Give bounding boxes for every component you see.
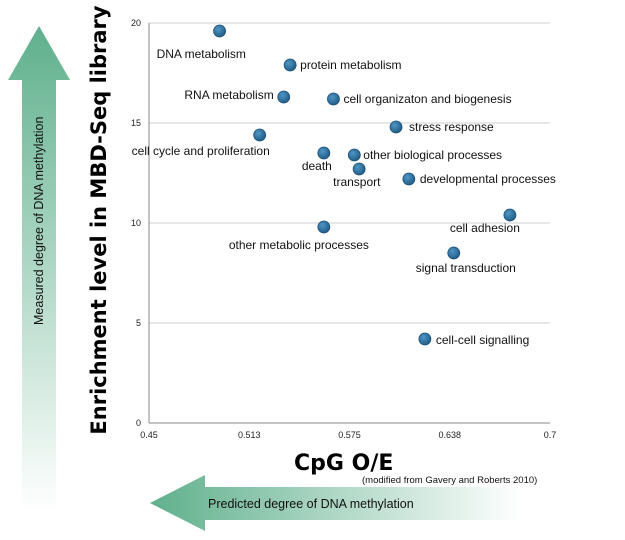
y-tick-label: 15 [131,118,141,128]
y-axis-title: Enrichment level in MBD-Seq library [87,5,111,434]
measured-methylation-arrow [8,26,70,512]
y-tick-label: 0 [136,418,141,428]
data-point [447,246,461,260]
data-point [277,90,291,104]
y-tick-label: 10 [131,218,141,228]
x-tick-label: 0.513 [238,430,261,440]
predicted-methylation-arrow [150,475,522,531]
tick-labels: 0 5 10 15 20 0.45 0.513 0.575 0.638 0.7 [131,18,556,440]
point-labels: DNA metabolism protein metabolism RNA meta… [132,47,556,347]
data-point [402,172,416,186]
point-label: death [302,159,332,173]
data-point [503,208,517,222]
data-point [213,24,226,38]
point-label: stress response [409,120,494,134]
point-label: cell adhesion [450,221,520,235]
data-points [213,24,517,346]
data-point [418,332,432,346]
grid-lines [149,22,550,324]
y-tick-label: 20 [131,18,141,28]
point-label: transport [333,175,381,189]
x-tick-label: 0.575 [338,430,361,440]
point-label: other metabolic processes [229,238,369,252]
data-point [317,220,331,234]
point-label: cell cycle and proliferation [132,144,270,158]
point-label: other biological processes [363,148,502,162]
point-label: cell-cell signalling [436,333,529,347]
y-tick-label: 5 [136,318,141,328]
point-label: DNA metabolism [157,47,246,61]
x-tick-label: 0.638 [438,430,461,440]
data-point [352,162,366,176]
data-point [327,92,340,106]
data-point [317,146,331,160]
x-tick-label: 0.7 [544,430,557,440]
source-note: (modified from Gavery and Roberts 2010) [362,475,537,486]
point-label: protein metabolism [300,58,401,72]
data-point [347,148,361,162]
x-axis-title: CpG O/E [294,451,393,476]
axes [148,23,550,424]
data-point [389,120,403,134]
point-label: cell organizaton and biogenesis [343,92,511,106]
data-point [283,58,297,72]
predicted-methylation-arrow-text: Predicted degree of DNA methylation [208,497,414,511]
data-point [253,128,267,142]
point-label: RNA metabolism [184,88,273,102]
point-label: developmental processes [420,172,556,186]
x-tick-label: 0.45 [140,430,158,440]
point-label: signal transduction [416,261,516,275]
measured-methylation-arrow-text: Measured degree of DNA methylation [32,117,46,325]
